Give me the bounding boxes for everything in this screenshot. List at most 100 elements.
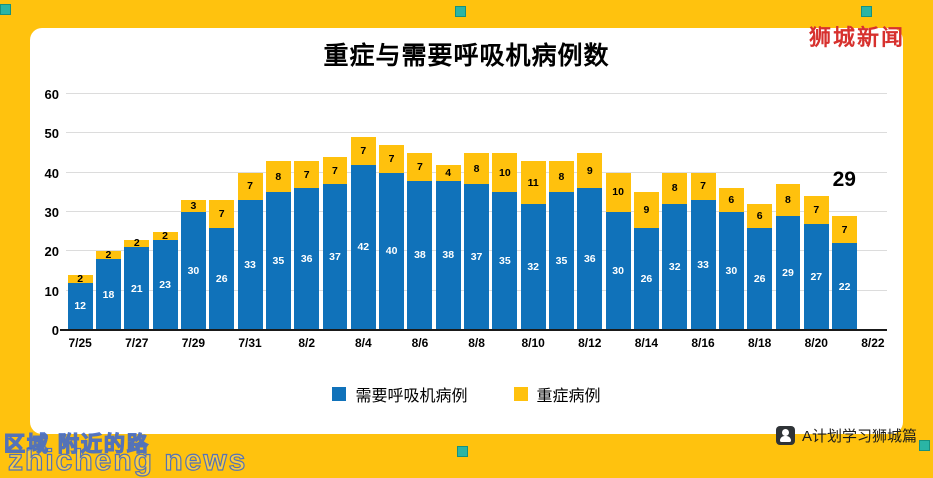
bar-group-8-18: 6 26 xyxy=(746,94,774,330)
stacked-bar: 11 32 xyxy=(520,160,546,330)
x-tick-label xyxy=(377,336,405,350)
chart-panel: 重症与需要呼吸机病例数 0 10 20 30 40 50 60 2 12 2 18 2 21 2 23 3 3… xyxy=(30,28,903,434)
stacked-bar: 8 37 xyxy=(464,153,489,330)
bar-segment: 7 xyxy=(322,156,348,185)
bar-value-label: 9 xyxy=(586,164,593,177)
bar-segment: 30 xyxy=(180,212,206,330)
bar-group-8-16: 7 33 xyxy=(689,94,717,330)
x-tick-label: 8/18 xyxy=(747,336,772,350)
bar-group-7-30: 7 26 xyxy=(208,94,236,330)
bar-segment: 32 xyxy=(520,204,546,330)
bar-segment: 26 xyxy=(209,227,235,330)
bar-segment: 2 xyxy=(124,238,150,248)
x-tick-label xyxy=(604,336,632,350)
bar-value-label: 11 xyxy=(527,176,539,189)
bar-value-label: 4 xyxy=(445,166,452,179)
latest-total-annotation: 29 xyxy=(832,168,856,191)
stacked-bar: 6 30 xyxy=(718,188,744,330)
x-tick-label xyxy=(717,336,745,350)
bar-segment: 35 xyxy=(492,192,518,330)
bar-segment: 7 xyxy=(803,196,829,224)
stacked-bar: 7 40 xyxy=(379,145,405,330)
bar-group-7-25: 2 12 xyxy=(66,94,94,330)
bar-group-8-3: 7 37 xyxy=(321,94,349,330)
bar-value-label: 38 xyxy=(414,249,426,262)
bar-value-label: 3 xyxy=(190,199,197,212)
y-tick-label: 50 xyxy=(44,126,59,142)
bar-value-label: 8 xyxy=(558,170,565,183)
bar-segment: 22 xyxy=(832,243,858,330)
bar-group-7-29: 3 30 xyxy=(179,94,207,330)
bar-segment: 37 xyxy=(464,184,489,330)
stacked-bar: 7 22 xyxy=(832,215,858,330)
bar-segment: 7 xyxy=(209,200,235,228)
bar-value-label: 30 xyxy=(612,264,624,277)
x-axis-line xyxy=(60,329,887,331)
bar-value-label: 36 xyxy=(300,252,313,265)
x-tick-label: 8/8 xyxy=(468,336,485,350)
bar-value-label: 33 xyxy=(697,258,709,271)
bar-group-8-17: 6 30 xyxy=(717,94,745,330)
x-tick-label: 8/12 xyxy=(578,336,602,350)
legend-item: 重症病例 xyxy=(513,382,601,406)
bar-value-label: 35 xyxy=(555,254,568,267)
bar-value-label: 21 xyxy=(130,282,143,295)
bar-value-label: 8 xyxy=(275,170,282,183)
x-tick-label xyxy=(208,336,236,350)
account-icon xyxy=(775,426,795,445)
bar-segment: 7 xyxy=(407,153,433,181)
x-tick-label: 8/22 xyxy=(861,336,885,350)
y-tick-label: 20 xyxy=(44,244,59,260)
stacked-bar: 2 18 xyxy=(96,250,121,330)
bar-value-label: 26 xyxy=(215,272,228,285)
bars-container: 2 12 2 18 2 21 2 23 3 30 7 26 7 33 8 35 7 36 7 37 7 42 7 40 7 38 4… xyxy=(66,94,887,330)
bar-segment: 6 xyxy=(718,188,744,212)
x-tick-label xyxy=(434,336,462,350)
chart-title: 重症与需要呼吸机病例数 xyxy=(323,42,610,70)
x-tick-label xyxy=(321,336,349,350)
bar-value-label: 38 xyxy=(442,249,455,262)
bar-segment: 40 xyxy=(379,172,405,330)
bar-value-label: 30 xyxy=(725,264,738,277)
legend-label: 重症病例 xyxy=(536,388,601,405)
selection-handle-bottom-center[interactable] xyxy=(457,446,468,457)
bar-segment: 27 xyxy=(803,223,829,330)
bar-value-label: 22 xyxy=(838,280,851,293)
stacked-bar: 10 35 xyxy=(492,153,518,330)
stacked-bar: 7 36 xyxy=(294,160,320,330)
bar-group-8-11: 8 35 xyxy=(547,94,575,330)
stacked-bar: 8 29 xyxy=(775,184,801,330)
bar-group-8-10: 11 32 xyxy=(519,94,547,330)
bar-value-label: 8 xyxy=(473,162,480,175)
bar-segment: 8 xyxy=(464,153,489,185)
bar-segment: 35 xyxy=(265,192,291,330)
stacked-bar: 8 32 xyxy=(662,172,688,330)
bar-value-label: 2 xyxy=(162,229,169,242)
bar-segment: 38 xyxy=(435,180,461,330)
legend-label: 需要呼吸机病例 xyxy=(355,388,468,405)
bar-value-label: 7 xyxy=(332,164,338,177)
bar-segment: 32 xyxy=(662,204,688,330)
selection-handle-bottom-right[interactable] xyxy=(919,440,930,451)
x-tick-label: 8/2 xyxy=(298,336,315,350)
gridline xyxy=(66,93,887,94)
bar-group-8-12: 9 36 xyxy=(576,94,604,330)
bar-group-7-28: 2 23 xyxy=(151,94,179,330)
selection-handle-top-right[interactable] xyxy=(861,6,872,17)
bar-group-8-21: 7 22 xyxy=(830,94,858,330)
bar-segment: 8 xyxy=(775,184,801,216)
y-tick-label: 60 xyxy=(44,87,59,102)
stacked-bar: 6 26 xyxy=(747,204,773,330)
bar-segment: 7 xyxy=(237,172,263,201)
bar-segment: 2 xyxy=(67,274,93,284)
x-tick-label xyxy=(774,336,802,350)
bar-segment: 10 xyxy=(492,153,518,193)
site-logo: 狮城新闻 xyxy=(808,25,905,50)
selection-handle-top-left[interactable] xyxy=(0,4,11,15)
stacked-bar: 9 36 xyxy=(577,153,603,330)
bar-value-label: 37 xyxy=(470,250,483,263)
x-tick-label: 7/29 xyxy=(181,336,206,350)
x-tick-label: 8/10 xyxy=(521,336,545,350)
selection-handle-top-center[interactable] xyxy=(455,6,466,17)
bar-value-label: 7 xyxy=(416,160,423,173)
